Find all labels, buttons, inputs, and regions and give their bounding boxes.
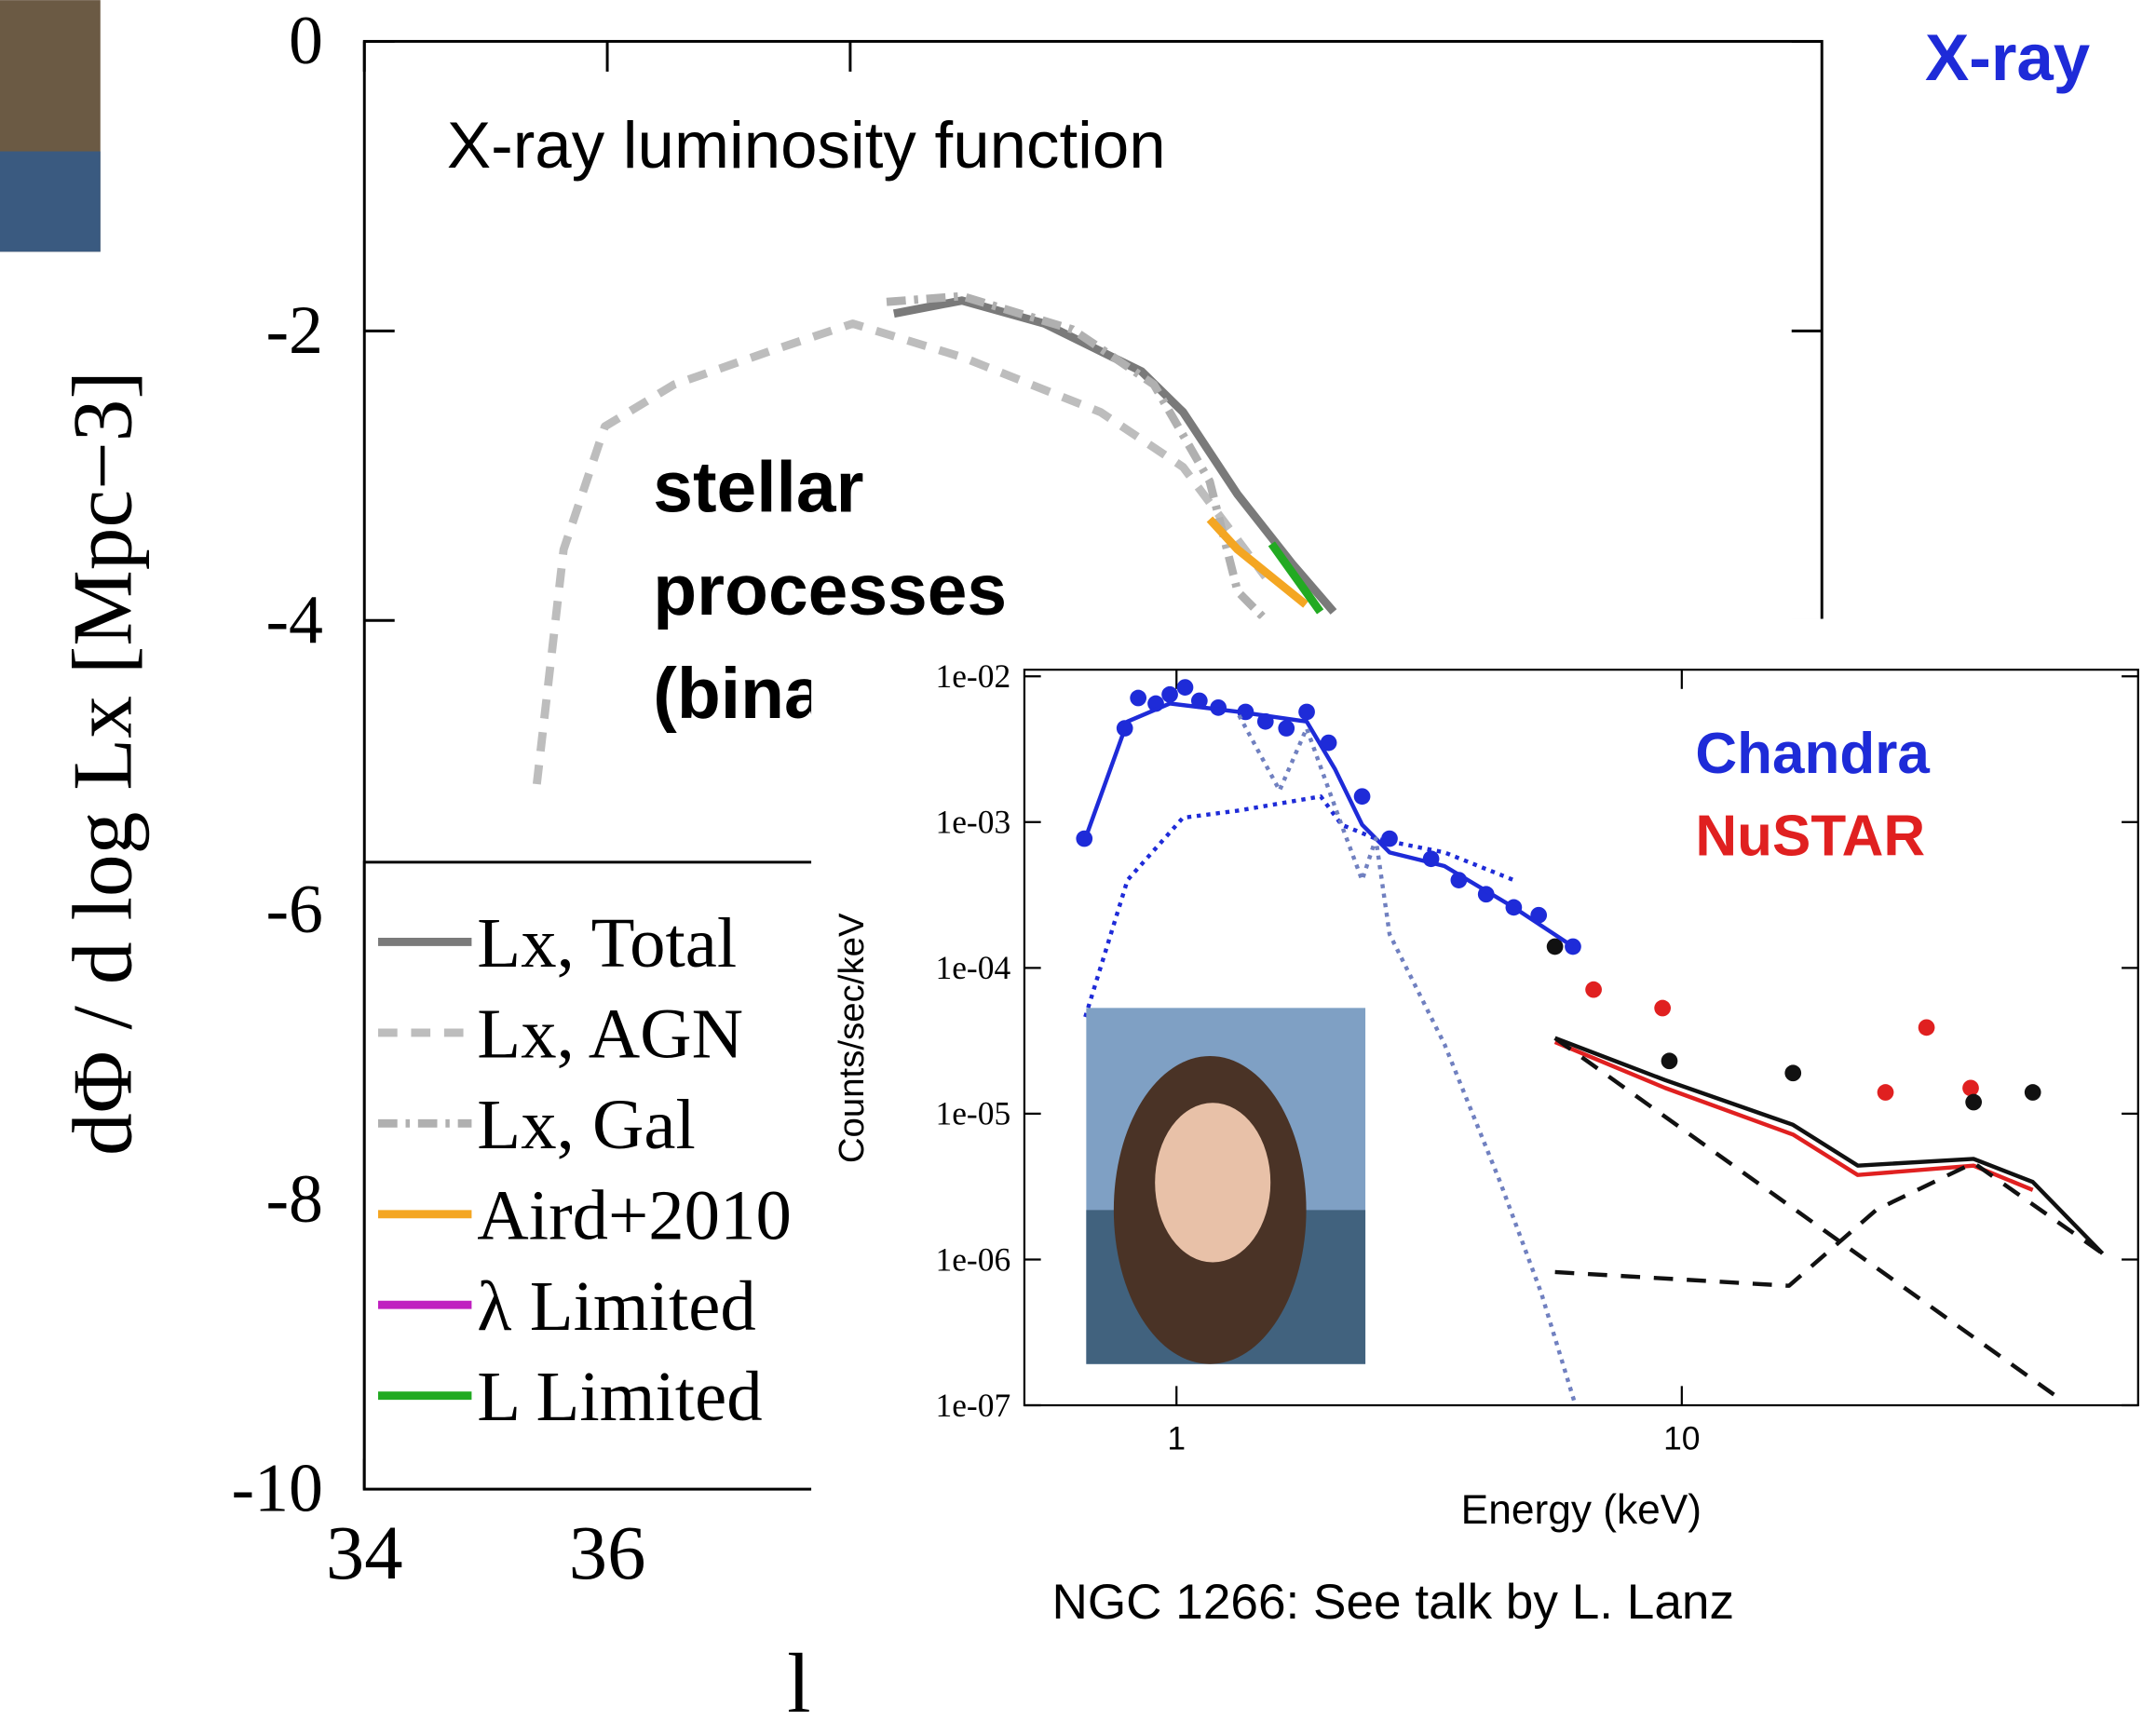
slide-title: X-ray	[1925, 21, 2091, 95]
data-point	[1654, 999, 1672, 1017]
caption: NGC 1266: See talk by L. Lanz	[1051, 1575, 1734, 1630]
y-tick-label: 1e-04	[936, 949, 1011, 986]
y-tick-label: -10	[232, 1450, 323, 1526]
legend-label: Chandra	[1695, 722, 1930, 786]
data-point	[1546, 938, 1564, 955]
data-point	[1877, 1084, 1894, 1101]
y-tick-label: 1e-03	[936, 804, 1011, 841]
series-line	[1554, 1160, 2104, 1288]
y-tick-label: -6	[265, 871, 323, 947]
y-tick-label: 1e-07	[936, 1387, 1011, 1424]
data-point	[1278, 720, 1295, 737]
y-tick-label: 1e-02	[936, 657, 1011, 695]
data-point	[1161, 685, 1178, 703]
legend-label: Lx, Gal	[477, 1085, 696, 1164]
speaker-photo-shirt	[0, 151, 101, 252]
y-axis-label: Counts/sec/keV	[832, 913, 872, 1163]
data-point	[1381, 830, 1398, 847]
chart-title: X-ray luminosity function	[447, 109, 1166, 183]
y-tick-label: 0	[289, 2, 323, 78]
series-line	[1237, 714, 1578, 1406]
inset-panel	[811, 618, 2156, 1734]
y-tick-label: -2	[265, 291, 323, 368]
data-point	[1130, 689, 1147, 707]
inset-photo-face	[1155, 1103, 1271, 1263]
legend-label: λ Limited	[477, 1267, 755, 1346]
data-point	[1176, 679, 1194, 696]
series-line	[1083, 794, 1515, 1018]
y-tick-label: -8	[265, 1160, 323, 1237]
x-axis-label: Energy (keV)	[1461, 1487, 1702, 1533]
x-tick-label: 34	[326, 1510, 403, 1595]
series-line	[532, 319, 1269, 785]
legend-label: NuSTAR	[1695, 804, 1925, 868]
x-tick-label: 10	[1663, 1419, 1700, 1456]
x-tick-label: 1	[1167, 1419, 1186, 1456]
series-line	[1553, 1036, 2067, 1404]
y-axis-label: dΦ / d log Lx [Mpc−3]	[54, 371, 149, 1156]
data-point	[1661, 1052, 1678, 1070]
series-line	[1553, 1036, 2105, 1255]
data-point	[1298, 703, 1315, 721]
data-point	[2024, 1084, 2041, 1101]
legend-label: Lx, Total	[477, 903, 737, 982]
data-point	[1585, 981, 1602, 998]
y-tick-label: 1e-05	[936, 1095, 1011, 1132]
data-point	[1784, 1064, 1802, 1082]
data-point	[1962, 1079, 1979, 1097]
series-line	[1206, 516, 1309, 608]
annotation: stellar	[653, 448, 863, 527]
series-line	[1083, 701, 1575, 949]
legend-label: Lx, AGN	[477, 994, 743, 1073]
data-point	[1965, 1093, 1983, 1111]
data-point	[1076, 830, 1093, 847]
series-line	[886, 291, 1295, 650]
plot-frame	[1023, 669, 2139, 1407]
legend-label: Aird+2010	[477, 1175, 792, 1254]
y-tick-label: -4	[265, 581, 323, 657]
x-tick-label: 36	[569, 1510, 646, 1595]
data-point	[1320, 734, 1337, 752]
y-tick-label: 1e-06	[936, 1240, 1011, 1278]
data-point	[1918, 1019, 1935, 1036]
legend-label: L Limited	[477, 1357, 762, 1436]
annotation: processes	[653, 551, 1007, 630]
series-line	[1268, 541, 1324, 615]
data-point	[1353, 788, 1371, 806]
